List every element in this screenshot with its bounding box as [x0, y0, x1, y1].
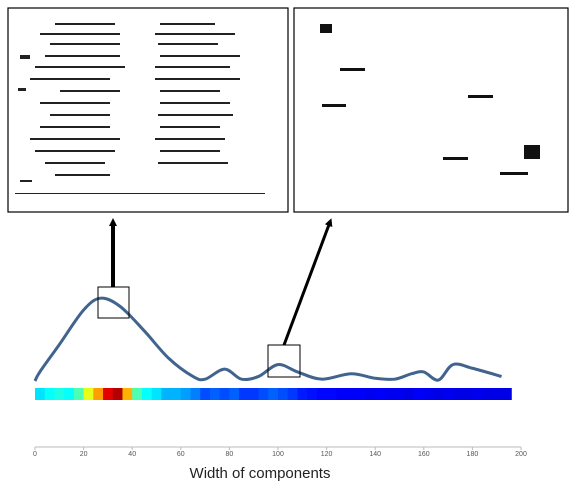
- heat-cell: [482, 388, 493, 400]
- heat-cell: [287, 388, 298, 400]
- x-tick-label: 180: [467, 451, 479, 458]
- heat-cell: [443, 388, 454, 400]
- heat-cell: [248, 388, 260, 400]
- x-tick-label: 0: [33, 451, 37, 458]
- x-tick-label: 40: [128, 451, 136, 458]
- heat-cell: [452, 388, 464, 400]
- x-tick-label: 120: [321, 451, 333, 458]
- heat-cell: [83, 388, 94, 400]
- heat-cell: [44, 388, 55, 400]
- heat-cell: [384, 388, 396, 400]
- heat-cell: [209, 388, 221, 400]
- heat-cell: [375, 388, 386, 400]
- heat-cell: [132, 388, 143, 400]
- heat-cell: [112, 388, 123, 400]
- heat-cell: [161, 388, 172, 400]
- x-tick-label: 80: [226, 451, 234, 458]
- heat-cell: [219, 388, 230, 400]
- heat-cell: [433, 388, 444, 400]
- heat-cell: [365, 388, 376, 400]
- heat-cell: [316, 388, 328, 400]
- x-tick-label: 100: [272, 451, 284, 458]
- x-tick-label: 160: [418, 451, 430, 458]
- heat-cell: [200, 388, 211, 400]
- heat-cell: [472, 388, 483, 400]
- curve: [33, 296, 502, 382]
- heat-cell: [336, 388, 347, 400]
- heat-cell: [462, 388, 473, 400]
- heat-cell: [229, 388, 240, 400]
- inset-left: [7, 7, 289, 213]
- heat-cell: [151, 388, 162, 400]
- heat-cell: [501, 388, 512, 400]
- heat-cell: [268, 388, 279, 400]
- inset-right-scribbles: [320, 24, 540, 175]
- inset-left-scribbles: [15, 23, 265, 194]
- heat-cell: [35, 388, 46, 400]
- heat-cell: [258, 388, 269, 400]
- heat-cell: [326, 388, 337, 400]
- heat-cell: [73, 388, 85, 400]
- heat-cell: [190, 388, 201, 400]
- heat-cell: [93, 388, 104, 400]
- heat-cell: [394, 388, 405, 400]
- heat-cell: [180, 388, 192, 400]
- heat-cell: [346, 388, 357, 400]
- heat-cell: [171, 388, 182, 400]
- heat-cell: [423, 388, 435, 400]
- heat-cell: [239, 388, 250, 400]
- heat-cell: [355, 388, 366, 400]
- heat-cell: [414, 388, 425, 400]
- x-tick-label: 200: [515, 451, 527, 458]
- arrow: [282, 218, 333, 346]
- x-tick-label: 20: [80, 451, 88, 458]
- heat-cell: [307, 388, 318, 400]
- inset-right: [293, 7, 569, 213]
- x-tick-label: 140: [369, 451, 381, 458]
- heat-cell: [64, 388, 75, 400]
- x-axis-label: Width of components: [190, 465, 331, 482]
- heat-cell: [297, 388, 308, 400]
- heat-cell: [122, 388, 133, 400]
- heat-cell: [54, 388, 65, 400]
- heat-cell: [278, 388, 289, 400]
- x-tick-label: 60: [177, 451, 185, 458]
- heat-cell: [491, 388, 503, 400]
- heat-cell: [404, 388, 415, 400]
- heat-cell: [103, 388, 114, 400]
- heat-cell: [141, 388, 153, 400]
